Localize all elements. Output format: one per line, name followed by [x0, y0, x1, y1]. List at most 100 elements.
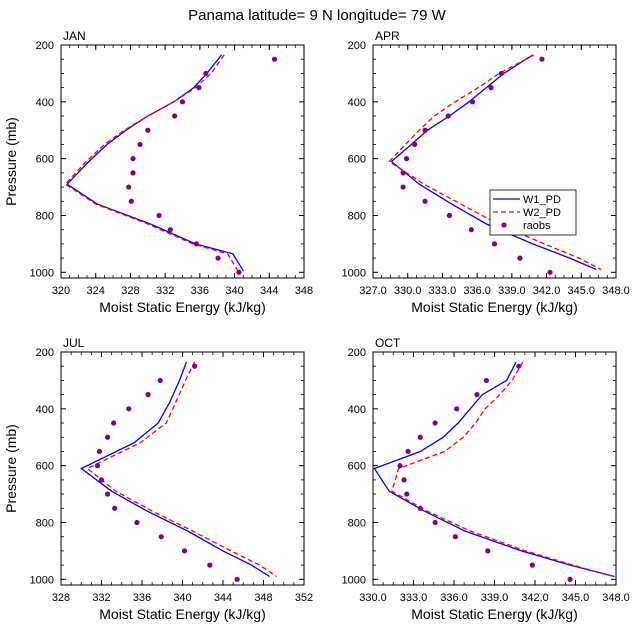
- raobs-point: [96, 448, 103, 455]
- w1-pd-line: [66, 54, 244, 272]
- x-tick-label: 348: [254, 592, 272, 604]
- raobs-point: [483, 377, 489, 384]
- raobs-point: [196, 85, 202, 91]
- x-tick-label: 340: [225, 285, 243, 297]
- raobs-point: [417, 434, 423, 440]
- y-tick-label: 1000: [30, 574, 54, 586]
- w2-pd-line: [86, 361, 278, 578]
- raobs-point: [491, 241, 498, 247]
- raobs-point: [469, 99, 476, 105]
- x-tick-label: 333.0: [400, 592, 428, 604]
- x-tick-label: 348.0: [602, 592, 630, 604]
- panel-jan: JAN 320 324 328 332 336 340 344 348 200 400 600 800 1…: [3, 29, 313, 315]
- raobs-point: [454, 406, 460, 412]
- raobs-point: [422, 198, 428, 204]
- raobs-point: [539, 56, 545, 62]
- raobs-point: [157, 377, 163, 384]
- y-tick-label: 800: [36, 517, 54, 529]
- raobs-point: [400, 170, 406, 176]
- x-tick-label: 336.0: [440, 592, 468, 604]
- panel-title: OCT: [375, 336, 401, 350]
- raobs-point: [145, 127, 151, 133]
- raobs-point: [193, 241, 199, 247]
- legend-label: W1_PD: [523, 194, 561, 206]
- raobs-point: [134, 519, 140, 526]
- raobs-point: [234, 576, 240, 582]
- x-axis-label: Moist Static Energy (kJ/kg): [99, 606, 266, 622]
- y-tick-label: 400: [348, 404, 366, 416]
- plot-frame: [60, 44, 305, 279]
- x-tick-label: 327.0: [359, 285, 387, 297]
- w1-pd-line: [373, 361, 615, 578]
- raobs-point: [167, 227, 173, 233]
- legend-label: raobs: [523, 220, 551, 232]
- raobs-point: [485, 548, 491, 554]
- x-tick-label: 339.0: [498, 285, 526, 297]
- x-tick-label: 336.0: [463, 285, 491, 297]
- raobs-point: [516, 363, 522, 369]
- raobs-point: [446, 212, 452, 219]
- panel-jul: JUL 328 332 336 340 344 348 352 200 400 600 800 1000…: [3, 336, 313, 622]
- raobs-point: [158, 534, 164, 540]
- panel-title: JAN: [63, 29, 86, 43]
- x-axis-label: Moist Static Energy (kJ/kg): [99, 299, 266, 315]
- raobs-point: [98, 477, 105, 483]
- x-tick-label: 348.0: [602, 285, 630, 297]
- raobs-point: [112, 505, 118, 511]
- x-tick-label: 348: [295, 285, 313, 297]
- raobs-point: [271, 56, 278, 62]
- y-tick-label: 1000: [342, 267, 366, 279]
- raobs-point: [405, 448, 411, 455]
- series-group: [388, 54, 602, 275]
- raobs-point: [417, 505, 423, 511]
- y-tick-label: 400: [36, 97, 54, 109]
- x-tick-label: 336: [191, 285, 209, 297]
- y-tick-label: 200: [348, 40, 366, 52]
- raobs-point: [432, 519, 438, 526]
- raobs-point: [401, 477, 407, 483]
- raobs-point: [203, 70, 209, 77]
- w2-pd-line: [391, 361, 614, 578]
- w1-pd-line: [390, 54, 597, 271]
- raobs-point: [445, 113, 451, 119]
- raobs-point: [128, 198, 134, 204]
- x-axis-label: Moist Static Energy (kJ/kg): [411, 299, 578, 315]
- x-tick-label: 342.0: [521, 592, 549, 604]
- x-tick-label: 320: [52, 285, 70, 297]
- y-tick-label: 800: [348, 517, 366, 529]
- y-tick-label: 400: [348, 97, 366, 109]
- y-tick-label: 1000: [342, 574, 366, 586]
- raobs-point: [488, 85, 494, 91]
- y-tick-label: 400: [36, 404, 54, 416]
- raobs-point: [130, 170, 136, 176]
- x-tick-label: 328: [121, 285, 139, 297]
- raobs-point: [422, 127, 428, 133]
- raobs-point: [547, 269, 553, 275]
- series-group: [80, 361, 278, 582]
- raobs-point: [156, 212, 162, 219]
- raobs-point: [192, 363, 198, 369]
- raobs-point: [397, 463, 403, 469]
- x-tick-label: 324: [87, 285, 105, 297]
- raobs-point: [400, 184, 406, 190]
- x-tick-label: 336: [133, 592, 151, 604]
- y-axis-label: Pressure (mb): [3, 424, 19, 513]
- raobs-point: [412, 141, 418, 148]
- raobs-point: [130, 156, 136, 162]
- panel-oct: OCT 330.0 333.0 336.0 339.0 342.0 345.0 348.0 20…: [342, 336, 630, 622]
- x-tick-label: 330.0: [394, 285, 422, 297]
- raobs-point: [432, 420, 438, 426]
- raobs-point: [452, 534, 458, 540]
- raobs-point: [529, 562, 535, 568]
- y-axis-label: Pressure (mb): [3, 117, 19, 206]
- x-tick-label: 332: [156, 285, 174, 297]
- w1-pd-line: [80, 361, 270, 578]
- panel-apr: APR 327.0 330.0 333.0 336.0 339.0 342.0 345.0 34…: [342, 29, 630, 315]
- x-tick-label: 342.0: [533, 285, 561, 297]
- raobs-point: [474, 392, 480, 398]
- series-group: [64, 54, 278, 275]
- raobs-point: [215, 255, 221, 261]
- raobs-point: [126, 184, 132, 190]
